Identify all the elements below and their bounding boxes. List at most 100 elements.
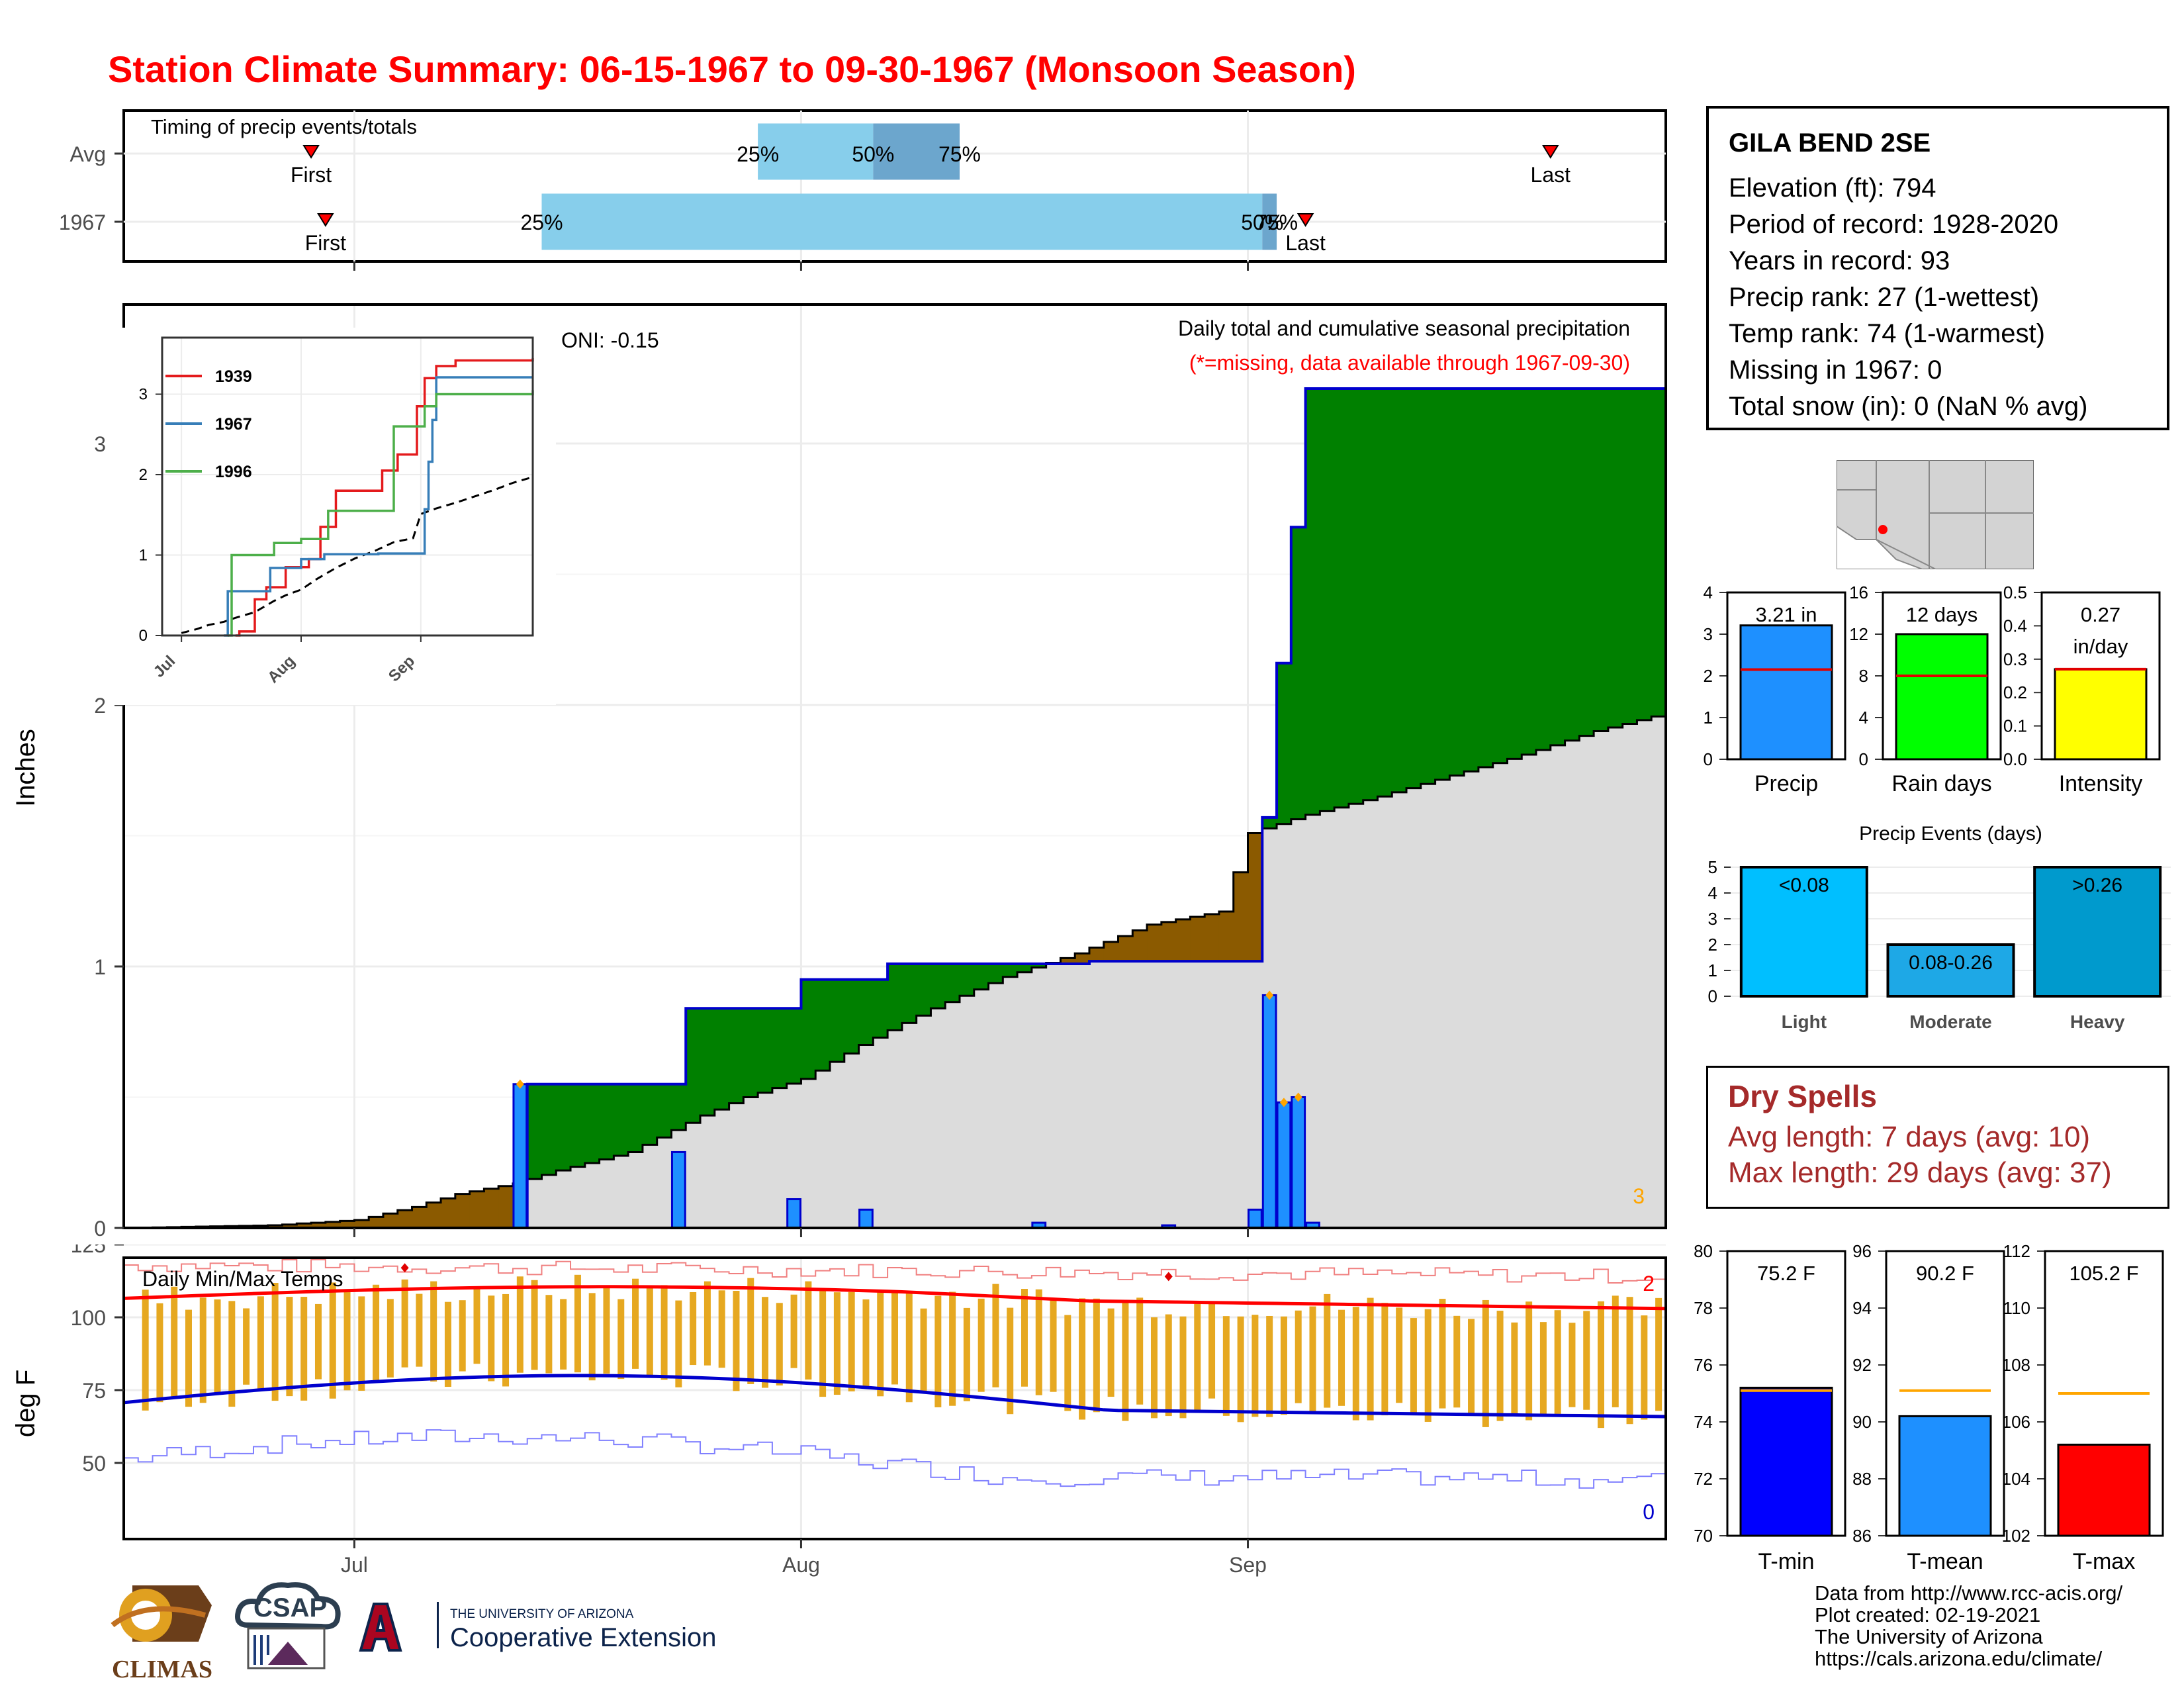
- mini-y-tick-label: 92: [1852, 1355, 1872, 1375]
- surplus-area: [1565, 389, 1580, 741]
- daily-temp-bar: [488, 1295, 495, 1382]
- deficit-area: [1132, 930, 1148, 962]
- daily-temp-bar: [1079, 1298, 1086, 1420]
- mini-category-label: T-mean: [1907, 1549, 1983, 1574]
- surplus-area: [1291, 527, 1306, 820]
- ua-divider: [437, 1602, 439, 1648]
- daily-temp-bar: [877, 1290, 884, 1397]
- surplus-area: [570, 1084, 586, 1167]
- daily-temp-bar: [531, 1280, 538, 1370]
- mini-y-tick-label: 0.5: [2003, 583, 2027, 602]
- mini-value-bar-t-max: [2057, 1443, 2151, 1537]
- surplus-area: [729, 1008, 744, 1103]
- daily-temp-bar: [545, 1295, 553, 1374]
- main-missing-note: (*=missing, data available through 1967-…: [1189, 351, 1630, 375]
- deficit-area: [1060, 958, 1075, 964]
- daily-temp-bar: [1122, 1299, 1129, 1421]
- dry-spells-avg: Avg length: 7 days (avg: 10): [1728, 1121, 2091, 1153]
- surplus-area: [1334, 389, 1349, 808]
- daily-temp-bar: [1554, 1310, 1561, 1414]
- precip-main-chart: 0 1 2 3 Inches Daily total and cumulative sea…: [11, 303, 1667, 1241]
- footer-line-1: Data from http://www.rcc-acis.org/: [1815, 1581, 2123, 1605]
- timing-last-marker: [1297, 213, 1314, 227]
- daily-temp-bar: [1424, 1309, 1432, 1422]
- daily-precip-bar: [1261, 994, 1277, 1229]
- daily-temp-bar: [156, 1303, 163, 1403]
- mini-y-tick-label: 70: [1694, 1526, 1713, 1546]
- mini-y-tick-label: 0.0: [2003, 749, 2027, 769]
- daily-temp-bar: [1453, 1315, 1461, 1408]
- daily-temp-bar: [271, 1283, 279, 1401]
- info-elevation: Elevation (ft): 794: [1729, 173, 1936, 203]
- daily-precip-bar: [786, 1198, 801, 1229]
- daily-temp-bar: [1338, 1309, 1345, 1406]
- daily-temp-bar: [1194, 1303, 1201, 1411]
- avg-cumulative-area: [124, 712, 1666, 1228]
- record-high-marker: [1164, 1272, 1173, 1282]
- mini-y-tick-label: 110: [2003, 1298, 2030, 1318]
- surplus-area: [1579, 389, 1594, 736]
- surplus-area: [657, 1084, 672, 1138]
- daily-temp-bar: [1626, 1297, 1633, 1425]
- temp-count-high: 2: [1643, 1272, 1655, 1295]
- mini-y-tick-label: 4: [1859, 708, 1868, 727]
- mini-y-tick-label: 102: [2002, 1526, 2030, 1546]
- climas-logo: CLIMAS: [106, 1579, 218, 1683]
- avg-cumulative-line: [124, 712, 1667, 1229]
- mini-y-tick-label: 106: [2002, 1412, 2030, 1432]
- timing-label-75: 75%: [938, 142, 981, 166]
- daily-temp-bar: [401, 1279, 408, 1368]
- surplus-area: [584, 1084, 600, 1164]
- daily-temp-bar: [171, 1286, 178, 1397]
- inset-legend-label: 1939: [215, 367, 252, 386]
- surplus-area: [1348, 389, 1364, 804]
- timing-label-75: 75%: [1255, 211, 1298, 234]
- surplus-area: [1449, 389, 1465, 776]
- surplus-area: [614, 1084, 629, 1156]
- daily-temp-bar: [805, 1281, 812, 1380]
- mini-y-tick-label: 78: [1694, 1298, 1713, 1318]
- deficit-area: [340, 1221, 355, 1228]
- temp-title: Daily Min/Max Temps: [142, 1267, 343, 1291]
- surplus-area: [599, 1084, 614, 1160]
- daily-temp-bar: [1641, 1315, 1648, 1420]
- surplus-area: [714, 1008, 730, 1110]
- surplus-area: [556, 1084, 571, 1171]
- events-category-label: Heavy: [2070, 1011, 2125, 1032]
- surplus-area: [1550, 389, 1566, 745]
- daily-temp-bar: [992, 1284, 999, 1387]
- temp-x-tick-label: Sep: [1229, 1553, 1267, 1577]
- daily-temp-bar: [747, 1278, 754, 1384]
- daily-temp-bar: [1511, 1322, 1518, 1417]
- inset-avg-line: [181, 476, 533, 634]
- events-y-tick-label: 5: [1708, 857, 1717, 877]
- daily-temp-bar: [459, 1300, 466, 1372]
- info-snow: Total snow (in): 0 (NaN % avg): [1729, 392, 2088, 421]
- daily-temp-bar: [1598, 1301, 1605, 1429]
- surplus-area: [743, 1008, 758, 1098]
- mini-value-bar-rain-days: [1895, 633, 1989, 761]
- info-missing: Missing in 1967: 0: [1729, 355, 1942, 385]
- daily-temp-bar: [1381, 1303, 1388, 1416]
- surplus-area: [1377, 389, 1392, 797]
- daily-temp-bar: [718, 1290, 725, 1368]
- daily-temp-bar: [1150, 1317, 1158, 1419]
- deficit-area: [1161, 921, 1177, 962]
- mini-y-tick-label: 8: [1859, 666, 1868, 686]
- daily-temp-bar: [1539, 1322, 1547, 1415]
- main-y-tick-label: 0: [94, 1217, 106, 1241]
- deficit-area: [469, 1191, 484, 1228]
- daily-temp-bar: [762, 1297, 769, 1388]
- dry-spells-box: Dry Spells Avg length: 7 days (avg: 10) …: [1706, 1066, 2169, 1209]
- surplus-area: [974, 964, 989, 990]
- daily-temp-bar: [963, 1307, 970, 1401]
- mini-category-label: Intensity: [2059, 771, 2143, 796]
- main-y-tick-label: 3: [94, 432, 106, 456]
- mini-category-label: T-min: [1758, 1549, 1815, 1574]
- csap-logo: CSAP: [228, 1579, 347, 1685]
- mini-y-tick-label: 0.3: [2003, 649, 2027, 669]
- temp-y-tick-label: 75: [82, 1379, 106, 1403]
- surplus-area: [1320, 389, 1335, 812]
- daily-temp-bar: [776, 1303, 783, 1385]
